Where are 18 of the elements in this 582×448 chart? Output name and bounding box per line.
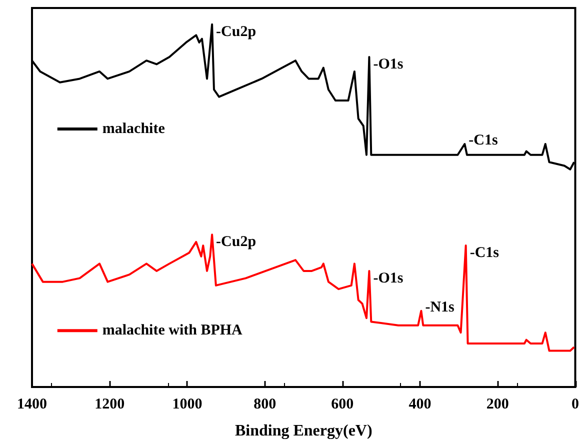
x-tick-label: 0 — [572, 396, 579, 412]
annotation: -Cu2p — [216, 24, 256, 40]
annotation: -Cu2p — [216, 234, 256, 250]
x-tick-label: 1400 — [17, 396, 47, 412]
x-tick-label: 600 — [331, 396, 354, 412]
annotation: -N1s — [425, 299, 455, 316]
annotation: -C1s — [470, 245, 500, 262]
x-tick-label: 800 — [254, 396, 276, 412]
annotation: -C1s — [468, 132, 498, 149]
annotation: -O1s — [373, 56, 404, 72]
legend-label: malachite — [102, 120, 166, 137]
annotation: -O1s — [373, 270, 404, 286]
legend-label: malachite with BPHA — [102, 322, 243, 339]
x-tick-label: 1200 — [94, 396, 125, 412]
x-tick-label: 400 — [408, 396, 432, 412]
x-tick-label: 1000 — [172, 396, 202, 412]
x-axis-title: Binding Energy(eV) — [234, 422, 372, 440]
x-tick-label: 200 — [486, 396, 509, 412]
